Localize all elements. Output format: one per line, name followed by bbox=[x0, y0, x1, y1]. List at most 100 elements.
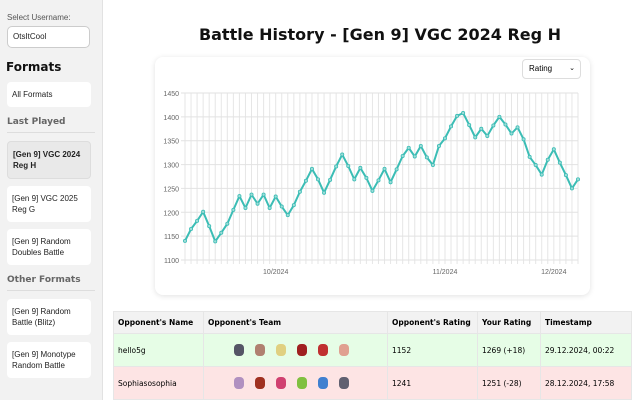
data-point bbox=[485, 133, 490, 138]
metric-select-value: Rating bbox=[529, 64, 553, 73]
table-row[interactable]: Sophiasosophia 1241 1251 (-28) 28.12.2024, … bbox=[113, 366, 632, 400]
pokemon-sprite-icon bbox=[234, 344, 244, 356]
table-row[interactable]: hello5g 1152 1269 (+18) 29.12.2024, 00:22 bbox=[113, 333, 632, 367]
data-point bbox=[376, 178, 381, 183]
data-point bbox=[467, 122, 472, 127]
col-your-rating: Your Rating bbox=[477, 311, 541, 334]
col-opponent-team: Opponent's Team bbox=[203, 311, 388, 334]
format-vgc-2025-reg-g[interactable]: [Gen 9] VGC 2025 Reg G bbox=[7, 186, 91, 222]
chevron-down-icon: ⌄ bbox=[569, 65, 575, 72]
col-opponent-name: Opponent's Name bbox=[113, 311, 204, 334]
y-tick-label: 1250 bbox=[163, 186, 179, 193]
data-point bbox=[279, 204, 284, 209]
data-point bbox=[225, 221, 230, 226]
last-played-heading: Last Played bbox=[7, 117, 95, 133]
data-point bbox=[479, 126, 484, 131]
pokemon-sprite-icon bbox=[276, 377, 286, 389]
metric-select[interactable]: Rating ⌄ bbox=[522, 59, 581, 79]
data-point bbox=[575, 177, 580, 182]
sidebar: Select Username: OtsItCool Formats All F… bbox=[0, 0, 103, 400]
data-point bbox=[449, 124, 454, 129]
data-point bbox=[291, 203, 296, 208]
data-point bbox=[219, 230, 224, 235]
pokemon-sprite-icon bbox=[318, 344, 328, 356]
format-random-doubles[interactable]: [Gen 9] Random Doubles Battle bbox=[7, 229, 91, 265]
x-tick-label: 10/2024 bbox=[263, 269, 288, 276]
data-point bbox=[334, 164, 339, 169]
y-tick-label: 1100 bbox=[164, 258, 179, 265]
data-point bbox=[394, 167, 399, 172]
username-label: Select Username: bbox=[7, 13, 71, 22]
x-tick-label: 12/2024 bbox=[541, 269, 566, 276]
other-formats-heading: Other Formats bbox=[7, 275, 95, 291]
data-point bbox=[521, 137, 526, 142]
opponent-name: Sophiasosophia bbox=[113, 366, 204, 400]
pokemon-sprite-icon bbox=[339, 344, 349, 356]
data-point bbox=[273, 194, 278, 199]
formats-heading: Formats bbox=[6, 60, 62, 74]
data-point bbox=[461, 111, 466, 116]
data-point bbox=[515, 125, 520, 130]
data-point bbox=[388, 180, 393, 185]
data-point bbox=[491, 123, 496, 128]
data-point bbox=[297, 189, 302, 194]
opponent-team bbox=[203, 366, 388, 400]
y-tick-label: 1200 bbox=[163, 210, 179, 217]
data-point bbox=[551, 147, 556, 152]
data-point bbox=[539, 172, 544, 177]
username-input[interactable]: OtsItCool bbox=[7, 26, 90, 48]
opponent-rating: 1152 bbox=[387, 333, 478, 367]
pokemon-sprite-icon bbox=[255, 344, 265, 356]
pokemon-sprite-icon bbox=[276, 344, 286, 356]
y-tick-label: 1400 bbox=[163, 115, 179, 122]
battle-table: Opponent's Name Opponent's Team Opponent… bbox=[113, 311, 632, 400]
pokemon-sprite-icon bbox=[234, 377, 244, 389]
format-all-formats[interactable]: All Formats bbox=[7, 82, 91, 107]
format-monotype-random[interactable]: [Gen 9] Monotype Random Battle bbox=[7, 342, 91, 378]
pokemon-sprite-icon bbox=[339, 377, 349, 389]
data-point bbox=[316, 177, 321, 182]
rating-line bbox=[184, 111, 579, 244]
data-point bbox=[455, 113, 460, 118]
data-point bbox=[430, 163, 435, 168]
data-point bbox=[533, 163, 538, 168]
data-point bbox=[382, 166, 387, 171]
data-point bbox=[436, 143, 441, 148]
your-rating: 1251 (-28) bbox=[477, 366, 541, 400]
data-point bbox=[237, 194, 242, 199]
data-point bbox=[418, 143, 423, 148]
data-point bbox=[346, 164, 351, 169]
col-timestamp: Timestamp bbox=[540, 311, 632, 334]
pokemon-sprite-icon bbox=[297, 377, 307, 389]
y-tick-label: 1450 bbox=[163, 91, 179, 98]
data-point bbox=[285, 213, 290, 218]
format-random-battle-blitz[interactable]: [Gen 9] Random Battle (Blitz) bbox=[7, 299, 91, 335]
data-point bbox=[213, 239, 218, 244]
data-point bbox=[473, 135, 478, 140]
data-point bbox=[201, 209, 206, 214]
data-point bbox=[303, 178, 308, 183]
data-point bbox=[400, 153, 405, 158]
data-point bbox=[231, 207, 236, 212]
data-point bbox=[352, 177, 357, 182]
data-point bbox=[497, 114, 502, 119]
data-point bbox=[503, 122, 508, 127]
your-rating: 1269 (+18) bbox=[477, 333, 541, 367]
y-tick-label: 1350 bbox=[163, 139, 179, 146]
pokemon-sprite-icon bbox=[318, 377, 328, 389]
data-point bbox=[328, 177, 333, 182]
data-point bbox=[412, 154, 417, 159]
data-point bbox=[569, 186, 574, 191]
data-point bbox=[424, 155, 429, 160]
data-point bbox=[189, 226, 194, 231]
data-point bbox=[557, 160, 562, 165]
chart-card: 1100 1150 1200 1250 1300 1350 1400 1450 10/2024 1… bbox=[155, 57, 590, 295]
x-tick-label: 11/2024 bbox=[433, 269, 458, 276]
data-point bbox=[195, 218, 200, 223]
format-vgc-2024-reg-h[interactable]: [Gen 9] VGC 2024 Reg H bbox=[7, 141, 91, 179]
col-opponent-rating: Opponent's Rating bbox=[387, 311, 478, 334]
opponent-rating: 1241 bbox=[387, 366, 478, 400]
opponent-team bbox=[203, 333, 388, 367]
y-tick-label: 1300 bbox=[163, 163, 179, 170]
data-point bbox=[322, 190, 327, 195]
